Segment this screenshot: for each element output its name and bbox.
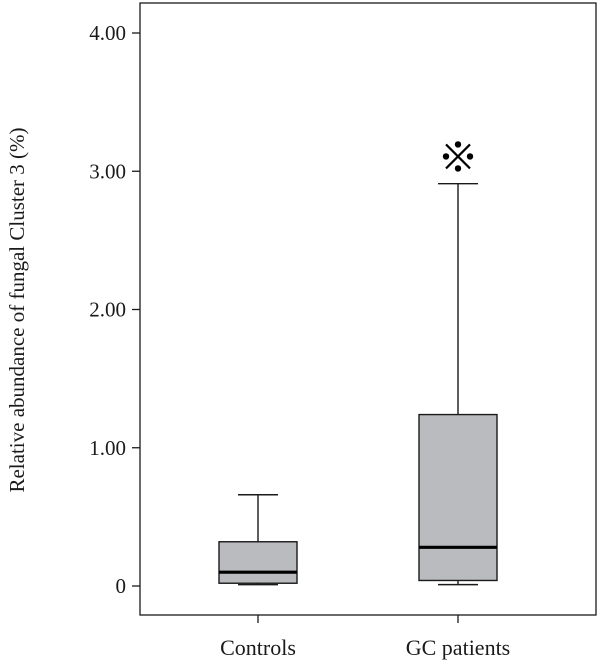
y-axis-label: Relative abundance of fungal Cluster 3 (… [5, 127, 29, 492]
outlier-cross-b [445, 143, 471, 170]
x-tick-label: Controls [220, 635, 296, 660]
outlier-dot [454, 141, 462, 148]
iqr-box [418, 413, 498, 582]
y-tick-label: 1.00 [89, 436, 126, 460]
box-controls [218, 494, 298, 586]
box-gc-patients [418, 182, 498, 586]
plot-frame [139, 2, 597, 616]
iqr-box [218, 541, 298, 584]
outlier-dot [454, 165, 462, 172]
outlier-dot [442, 153, 450, 160]
y-tick-label: 2.00 [89, 298, 126, 322]
x-tick-label: GC patients [406, 635, 511, 660]
outlier-marker [442, 141, 474, 172]
box-series [218, 141, 498, 586]
y-tick-label: 0 [116, 574, 127, 598]
x-axis: Controls GC patients [220, 615, 510, 660]
y-tick-label: 3.00 [89, 159, 126, 183]
y-axis: 0 1.00 2.00 3.00 4.00 [89, 21, 140, 598]
outlier-dot [466, 153, 474, 160]
y-tick-label: 4.00 [89, 21, 126, 45]
